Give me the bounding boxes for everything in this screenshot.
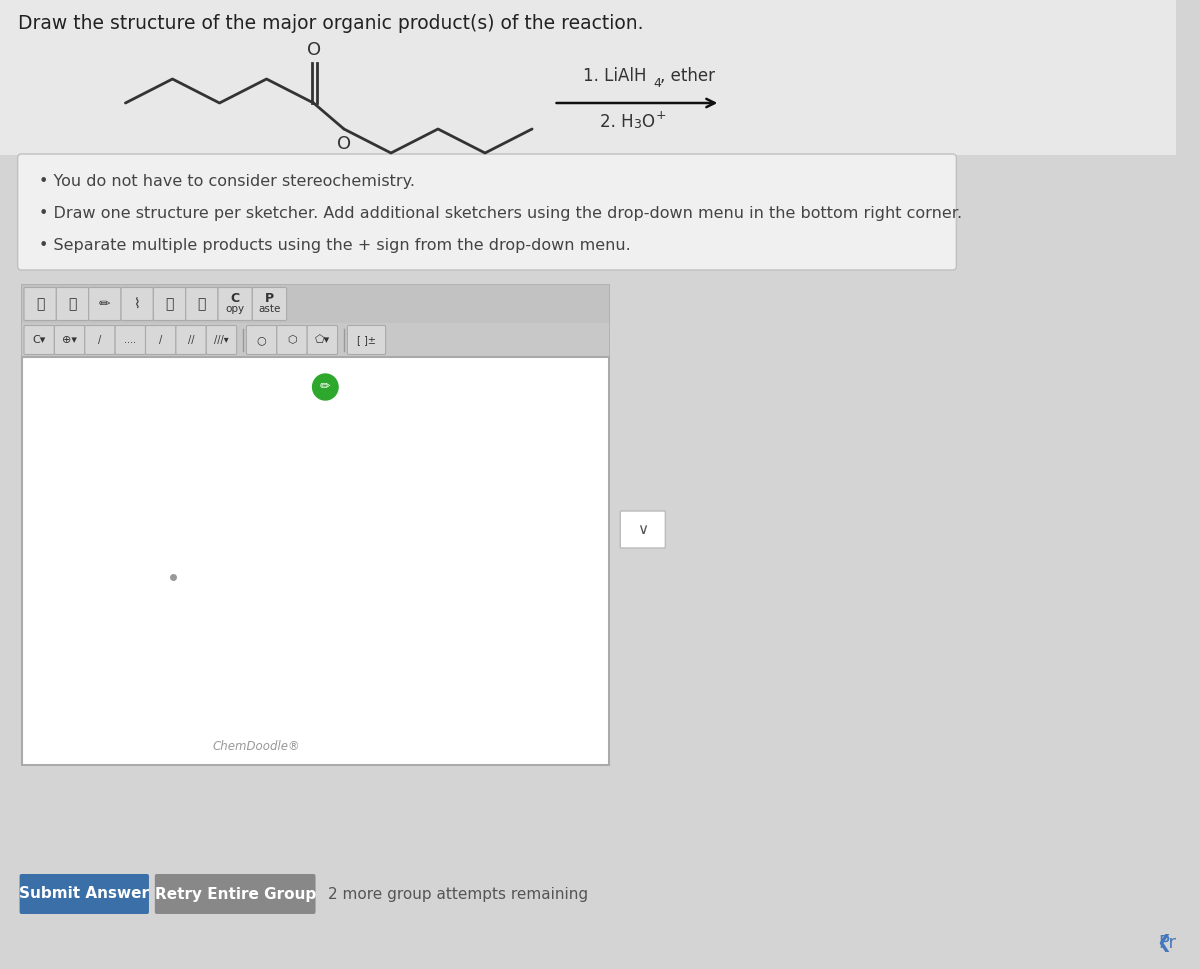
Text: Retry Entire Group: Retry Entire Group [155, 887, 316, 901]
Text: O: O [306, 41, 320, 59]
Text: 🔍: 🔍 [198, 297, 206, 311]
Text: P: P [265, 292, 274, 304]
FancyBboxPatch shape [54, 326, 85, 355]
FancyBboxPatch shape [218, 288, 252, 321]
FancyBboxPatch shape [89, 288, 121, 321]
Text: , ether: , ether [660, 67, 715, 85]
Text: ///▾: ///▾ [214, 335, 229, 345]
FancyBboxPatch shape [186, 288, 218, 321]
FancyBboxPatch shape [24, 326, 54, 355]
Text: aste: aste [258, 304, 281, 314]
FancyBboxPatch shape [56, 288, 89, 321]
Text: opy: opy [226, 304, 245, 314]
FancyBboxPatch shape [155, 874, 316, 914]
Text: • You do not have to consider stereochemistry.: • You do not have to consider stereochem… [40, 174, 415, 189]
Text: ○: ○ [257, 335, 266, 345]
Text: ⬠▾: ⬠▾ [314, 335, 330, 345]
FancyBboxPatch shape [0, 0, 1176, 155]
Text: O: O [337, 135, 352, 153]
FancyBboxPatch shape [347, 326, 385, 355]
Text: C: C [230, 292, 240, 304]
Text: //: // [188, 335, 194, 345]
Text: • Separate multiple products using the + sign from the drop-down menu.: • Separate multiple products using the +… [40, 238, 631, 253]
FancyBboxPatch shape [246, 326, 277, 355]
Text: ✏: ✏ [320, 381, 330, 393]
Text: ✋: ✋ [36, 297, 44, 311]
FancyBboxPatch shape [85, 326, 115, 355]
Text: +: + [655, 109, 666, 122]
Text: ⊕▾: ⊕▾ [62, 335, 77, 345]
Text: O: O [641, 113, 654, 131]
FancyBboxPatch shape [22, 285, 610, 765]
FancyBboxPatch shape [307, 326, 337, 355]
Text: 2 more group attempts remaining: 2 more group attempts remaining [329, 887, 588, 901]
Text: 🗒: 🗒 [68, 297, 77, 311]
FancyBboxPatch shape [19, 874, 149, 914]
FancyBboxPatch shape [154, 288, 186, 321]
FancyBboxPatch shape [620, 511, 665, 548]
Text: Draw the structure of the major organic product(s) of the reaction.: Draw the structure of the major organic … [18, 14, 643, 33]
FancyBboxPatch shape [121, 288, 154, 321]
FancyBboxPatch shape [22, 357, 610, 765]
FancyBboxPatch shape [252, 288, 287, 321]
Text: Submit Answer: Submit Answer [19, 887, 149, 901]
Circle shape [312, 374, 338, 400]
FancyBboxPatch shape [145, 326, 176, 355]
Text: ....: .... [125, 335, 137, 345]
Text: 3: 3 [634, 118, 641, 131]
Text: ChemDoodle®: ChemDoodle® [212, 740, 301, 753]
Text: [ ]±: [ ]± [358, 335, 376, 345]
Text: ⬡: ⬡ [287, 335, 296, 345]
Text: • Draw one structure per sketcher. Add additional sketchers using the drop-down : • Draw one structure per sketcher. Add a… [40, 206, 962, 221]
Text: 4: 4 [654, 77, 661, 90]
FancyBboxPatch shape [22, 285, 610, 323]
FancyBboxPatch shape [24, 288, 56, 321]
Text: 2. H: 2. H [600, 113, 634, 131]
Text: Pr: Pr [1158, 934, 1176, 952]
Text: /: / [98, 335, 102, 345]
Text: ∨: ∨ [637, 522, 648, 537]
Text: 1. LiAlH: 1. LiAlH [583, 67, 647, 85]
Text: 🔍: 🔍 [166, 297, 174, 311]
FancyBboxPatch shape [206, 326, 236, 355]
FancyBboxPatch shape [176, 326, 206, 355]
Text: ✏: ✏ [100, 297, 110, 311]
FancyBboxPatch shape [115, 326, 145, 355]
Text: ⌇: ⌇ [134, 297, 140, 311]
FancyBboxPatch shape [22, 323, 610, 357]
Text: ❮: ❮ [1157, 934, 1172, 952]
Text: C▾: C▾ [32, 335, 46, 345]
FancyBboxPatch shape [277, 326, 307, 355]
Text: /: / [160, 335, 162, 345]
FancyBboxPatch shape [18, 154, 956, 270]
